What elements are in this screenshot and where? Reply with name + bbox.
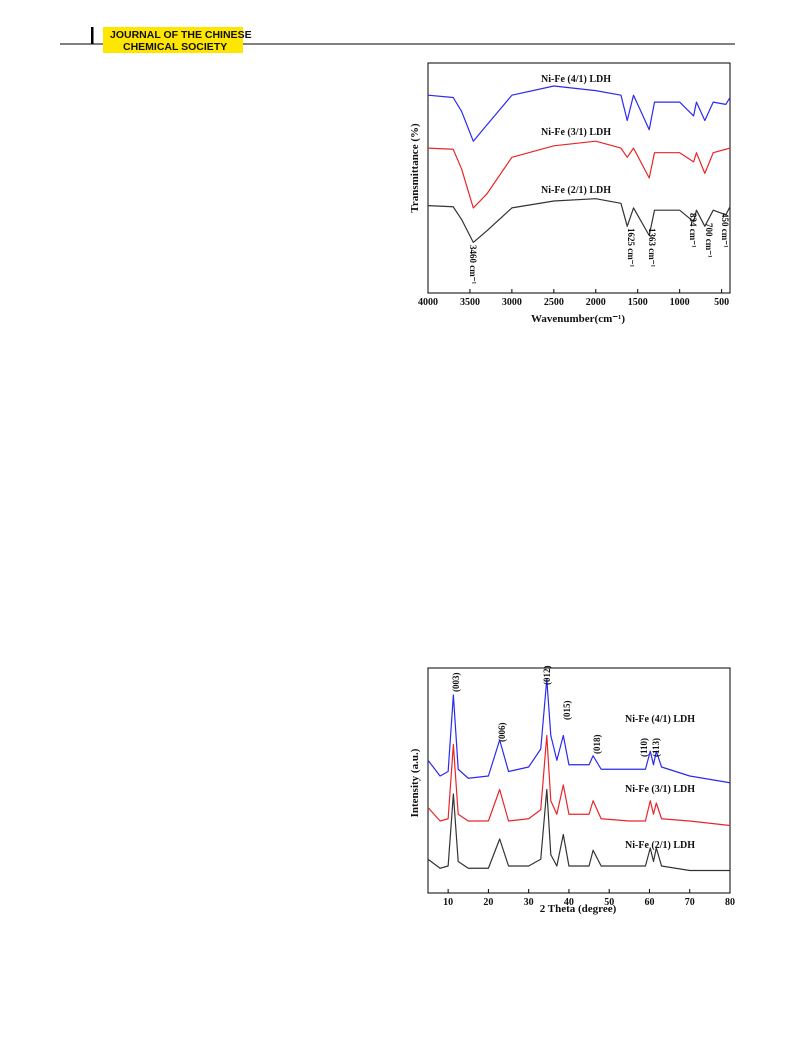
peak-annotation: (113) [651, 738, 661, 757]
peak-annotation: (015) [562, 701, 572, 721]
series-line [427, 198, 731, 243]
peak-annotation: 700 cm⁻¹ [704, 223, 714, 258]
series-label: Ni-Fe (3/1) LDH [541, 127, 611, 138]
y-axis-label: Intensity (a.u.) [409, 748, 421, 817]
series-label: Ni-Fe (2/1) LDH [625, 840, 695, 851]
series-line [427, 678, 731, 784]
x-tick-label: 70 [685, 897, 695, 908]
journal-name: JOURNAL OF THE CHINESE [110, 29, 252, 41]
x-tick-label: 1500 [628, 297, 648, 308]
x-tick-label: 40 [564, 897, 574, 908]
y-axis-label: Transmittance (%) [409, 123, 421, 213]
peak-annotation: (018) [592, 735, 602, 755]
x-tick-label: 2500 [544, 297, 564, 308]
peak-annotation: 3460 cm⁻¹ [468, 245, 478, 284]
journal-badge [103, 27, 243, 53]
x-tick-label: 2000 [586, 297, 606, 308]
peak-annotation: 1625 cm⁻¹ [626, 228, 636, 267]
plot-frame [427, 667, 731, 894]
peak-annotation: 450 cm⁻¹ [720, 213, 730, 248]
series-line [427, 85, 731, 142]
peak-annotation: (110) [639, 738, 649, 757]
x-tick-label: 60 [644, 897, 654, 908]
series-label: Ni-Fe (4/1) LDH [625, 714, 695, 725]
series-line [427, 788, 730, 872]
x-tick-label: 30 [524, 897, 534, 908]
x-axis-label: 2 Theta (degree) [540, 903, 617, 915]
x-tick-label: 10 [443, 897, 453, 908]
series-label: Ni-Fe (2/1) LDH [541, 185, 611, 196]
peak-annotation: (003) [451, 673, 461, 693]
header-bar [91, 27, 94, 44]
peak-annotation: (006) [497, 723, 507, 743]
series-line [427, 140, 731, 209]
peak-annotation: 1363 cm⁻¹ [647, 228, 657, 267]
x-axis-label: Wavenumber(cm⁻¹) [531, 313, 625, 325]
peak-annotation: 834 cm⁻¹ [688, 213, 698, 248]
x-tick-label: 3500 [460, 297, 480, 308]
x-tick-label: 1000 [670, 297, 690, 308]
x-tick-label: 50 [604, 897, 614, 908]
journal-name: CHEMICAL SOCIETY [123, 41, 227, 53]
series-line [427, 734, 731, 827]
series-label: Ni-Fe (4/1) LDH [541, 74, 611, 85]
x-tick-label: 4000 [418, 297, 438, 308]
peak-annotation: (012) [542, 666, 552, 686]
plot-frame [427, 62, 731, 294]
x-tick-label: 80 [725, 897, 735, 908]
x-tick-label: 500 [714, 297, 729, 308]
x-tick-label: 3000 [502, 297, 522, 308]
x-tick-label: 20 [483, 897, 493, 908]
series-label: Ni-Fe (3/1) LDH [625, 784, 695, 795]
